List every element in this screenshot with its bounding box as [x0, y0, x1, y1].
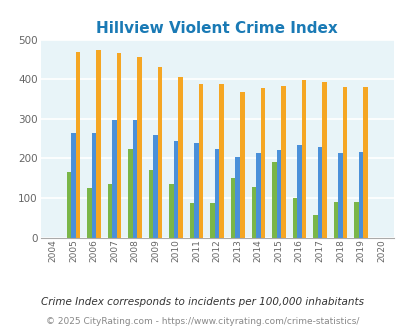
Bar [292, 198, 296, 238]
Bar [260, 88, 264, 238]
Bar [296, 145, 301, 238]
Bar [210, 203, 214, 238]
Bar [219, 84, 224, 238]
Bar [128, 148, 132, 238]
Bar [190, 203, 194, 238]
Bar [271, 162, 276, 238]
Text: Crime Index corresponds to incidents per 100,000 inhabitants: Crime Index corresponds to incidents per… [41, 297, 364, 307]
Bar [230, 178, 235, 238]
Bar [353, 202, 358, 238]
Bar [198, 84, 203, 238]
Bar [342, 87, 346, 238]
Bar [362, 87, 367, 238]
Bar [132, 119, 137, 238]
Bar [317, 147, 321, 238]
Bar [71, 133, 75, 238]
Bar [337, 153, 342, 238]
Bar [149, 170, 153, 238]
Bar [321, 82, 326, 238]
Bar [137, 57, 141, 238]
Bar [276, 150, 280, 238]
Bar [333, 202, 337, 238]
Bar [96, 50, 100, 238]
Bar [235, 157, 239, 238]
Bar [251, 187, 256, 238]
Bar [312, 214, 317, 238]
Bar [358, 152, 362, 238]
Bar [214, 149, 219, 238]
Text: © 2025 CityRating.com - https://www.cityrating.com/crime-statistics/: © 2025 CityRating.com - https://www.city… [46, 317, 359, 326]
Bar [75, 52, 80, 238]
Bar [153, 135, 158, 238]
Bar [117, 53, 121, 238]
Bar [92, 133, 96, 238]
Bar [87, 188, 92, 238]
Bar [239, 92, 244, 238]
Bar [178, 77, 183, 238]
Bar [301, 80, 305, 238]
Bar [107, 184, 112, 238]
Bar [194, 143, 198, 238]
Bar [173, 141, 178, 238]
Bar [280, 85, 285, 238]
Bar [112, 119, 117, 238]
Bar [256, 153, 260, 238]
Bar [169, 184, 173, 238]
Title: Hillview Violent Crime Index: Hillview Violent Crime Index [96, 21, 337, 36]
Bar [158, 67, 162, 238]
Bar [66, 172, 71, 238]
